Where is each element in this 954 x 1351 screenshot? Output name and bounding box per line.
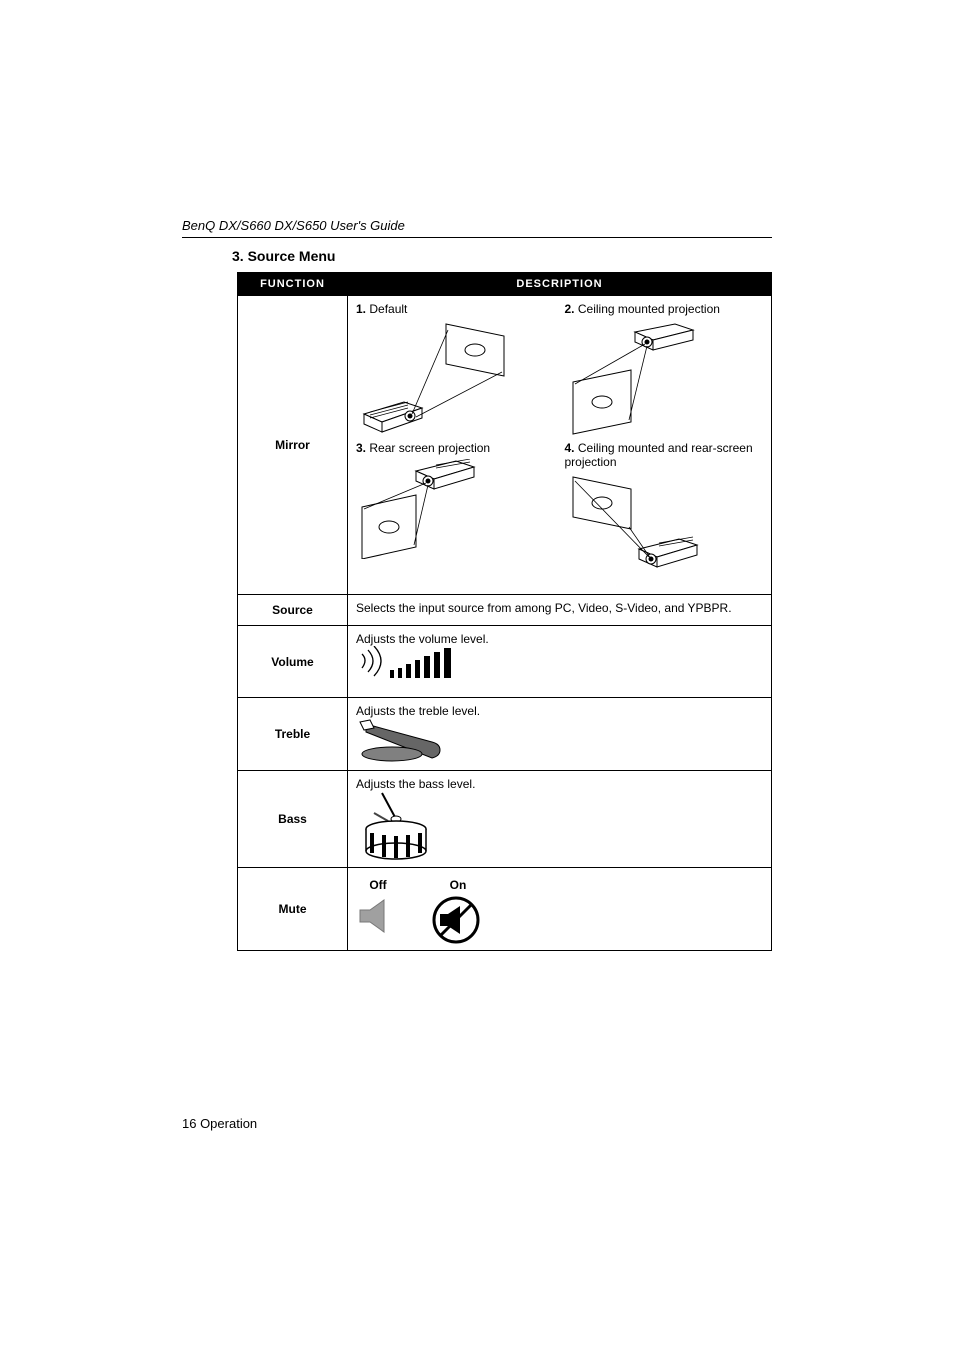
bass-text: Adjusts the bass level. — [356, 777, 763, 791]
mirror-opt2-text: Ceiling mounted projection — [578, 302, 720, 316]
mute-on-option: On — [430, 878, 486, 944]
mirror-option-4: 4. Ceiling mounted and rear-screen proje… — [565, 441, 764, 588]
treble-speaker-icon — [356, 718, 466, 764]
source-menu-table: FUNCTION DESCRIPTION Mirror 1. Default — [237, 272, 772, 951]
treble-text: Adjusts the treble level. — [356, 704, 763, 718]
projection-diagram-ceiling-rear-icon — [565, 473, 715, 578]
col-description-header: DESCRIPTION — [348, 273, 772, 296]
mirror-opt2-num: 2. — [565, 302, 575, 316]
projection-diagram-ceiling-icon — [565, 320, 715, 435]
projection-diagram-rear-icon — [356, 459, 486, 559]
volume-bars-icon — [356, 646, 486, 686]
volume-label: Volume — [238, 626, 348, 698]
mirror-description: 1. Default — [348, 296, 772, 595]
speaker-off-icon — [356, 896, 400, 936]
bass-drum-icon — [356, 791, 446, 861]
mute-label: Mute — [238, 868, 348, 951]
bass-description: Adjusts the bass level. — [348, 771, 772, 868]
mirror-opt1-text: Default — [369, 302, 407, 316]
mirror-opt3-num: 3. — [356, 441, 366, 455]
mirror-option-2: 2. Ceiling mounted projection — [565, 302, 764, 435]
speaker-muted-icon — [430, 896, 486, 944]
source-label: Source — [238, 595, 348, 626]
page-footer: 16 Operation — [182, 1116, 257, 1131]
mute-description: Off On — [348, 868, 772, 951]
mute-on-label: On — [430, 878, 486, 892]
mute-off-label: Off — [356, 878, 400, 892]
mirror-opt4-text: Ceiling mounted and rear-screen projecti… — [565, 441, 753, 469]
mirror-opt1-num: 1. — [356, 302, 366, 316]
mute-off-option: Off — [356, 878, 400, 936]
volume-description: Adjusts the volume level. — [348, 626, 772, 698]
doc-header: BenQ DX/S660 DX/S650 User's Guide — [182, 218, 772, 238]
source-description: Selects the input source from among PC, … — [348, 595, 772, 626]
mirror-option-3: 3. Rear screen projection — [356, 441, 555, 588]
section-title: 3. Source Menu — [232, 248, 772, 264]
bass-label: Bass — [238, 771, 348, 868]
mirror-opt4-num: 4. — [565, 441, 575, 455]
col-function-header: FUNCTION — [238, 273, 348, 296]
mirror-label: Mirror — [238, 296, 348, 595]
volume-text: Adjusts the volume level. — [356, 632, 763, 646]
treble-label: Treble — [238, 698, 348, 771]
mirror-option-1: 1. Default — [356, 302, 555, 435]
mirror-opt3-text: Rear screen projection — [369, 441, 490, 455]
treble-description: Adjusts the treble level. — [348, 698, 772, 771]
projection-diagram-default-icon — [356, 320, 506, 435]
